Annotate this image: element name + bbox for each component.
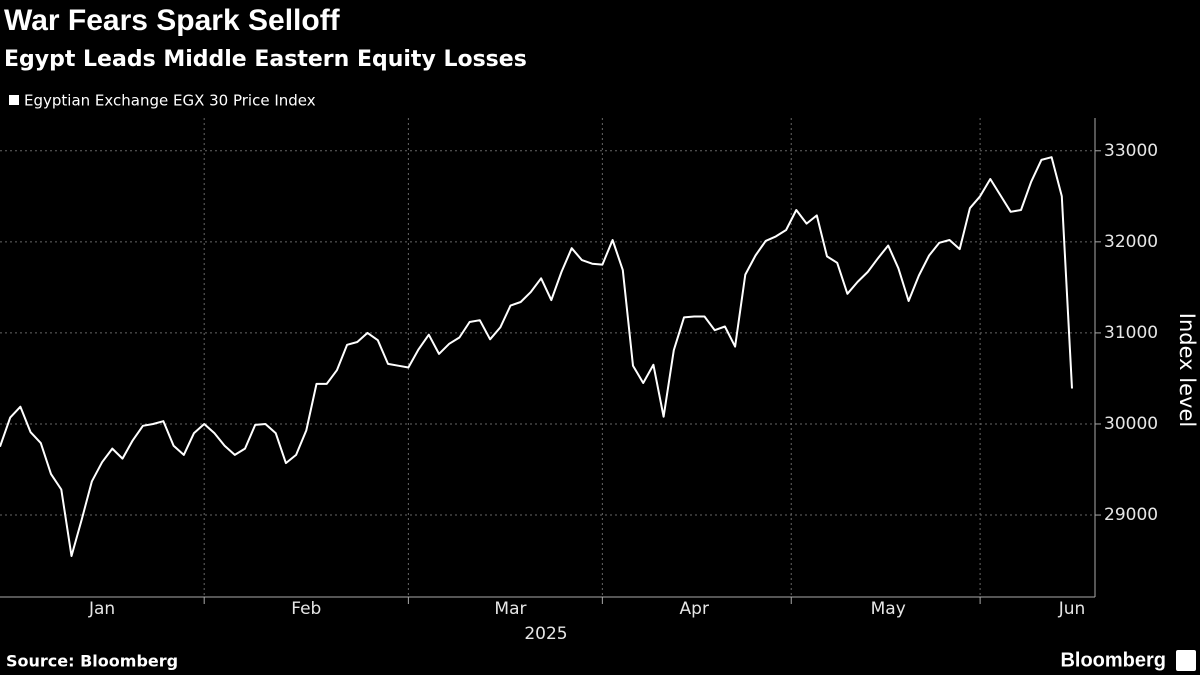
brand: Bloomberg	[1060, 649, 1166, 671]
x-tick-label: May	[871, 599, 906, 619]
x-tick-label: Feb	[291, 599, 321, 619]
source: Source: Bloomberg	[6, 652, 178, 671]
x-tick-label: Mar	[494, 599, 526, 619]
y-tick-label: 30000	[1104, 414, 1158, 434]
x-tick-label: Jan	[88, 599, 115, 619]
y-tick-label: 31000	[1104, 323, 1158, 343]
x-tick-label: Jun	[1058, 599, 1086, 619]
x-tick-label: Apr	[680, 599, 709, 619]
brand-icon	[1176, 650, 1196, 671]
data-line	[0, 156, 1073, 557]
x-axis-label: 2025	[524, 624, 567, 644]
y-tick-label: 29000	[1104, 505, 1158, 525]
chart-subtitle: Egypt Leads Middle Eastern Equity Losses	[4, 47, 527, 72]
legend-swatch	[9, 95, 19, 105]
y-tick-label: 33000	[1104, 141, 1158, 161]
legend-label: Egyptian Exchange EGX 30 Price Index	[24, 92, 316, 110]
chart-title: War Fears Spark Selloff	[4, 4, 341, 37]
y-axis-label: Index level	[1175, 313, 1199, 427]
y-tick-label: 32000	[1104, 232, 1158, 252]
